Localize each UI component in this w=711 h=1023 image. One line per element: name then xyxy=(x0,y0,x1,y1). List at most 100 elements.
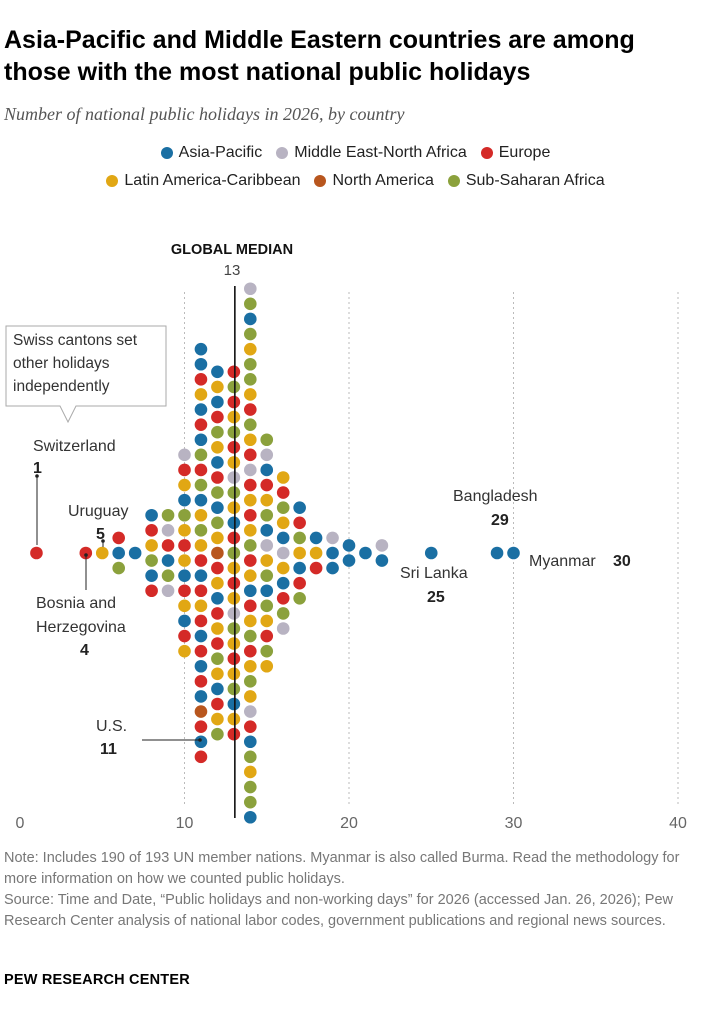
country-dot xyxy=(194,750,208,764)
source-text: Source: Time and Date, “Public holidays … xyxy=(4,892,673,929)
country-dot xyxy=(194,599,208,613)
country-dot xyxy=(276,576,290,590)
chart-title: Asia-Pacific and Middle Eastern countrie… xyxy=(4,26,635,86)
country-dot xyxy=(227,697,241,711)
country-dot xyxy=(260,463,274,477)
country-dot xyxy=(227,607,241,620)
country-dot xyxy=(194,584,208,598)
country-dot xyxy=(194,675,208,688)
country-dot xyxy=(244,282,257,296)
country-dot xyxy=(211,546,224,560)
x-tick-label: 30 xyxy=(505,815,523,832)
country-dot xyxy=(244,810,257,824)
country-dot xyxy=(178,508,191,522)
country-dot xyxy=(194,524,208,537)
annotation-bangladesh: Bangladesh 29 xyxy=(453,488,538,529)
country-dot xyxy=(194,388,208,401)
country-dot xyxy=(112,546,125,560)
country-dot xyxy=(178,539,191,552)
country-dot xyxy=(244,403,257,416)
legend-dot xyxy=(314,175,327,187)
annotation-name: Sri Lanka xyxy=(400,565,468,582)
legend-dot xyxy=(447,175,460,187)
country-dot xyxy=(326,531,339,545)
country-dot xyxy=(260,448,274,462)
country-dot xyxy=(244,388,257,401)
country-dot xyxy=(211,667,224,681)
country-dot xyxy=(244,735,257,749)
country-dot xyxy=(211,516,224,530)
country-dot xyxy=(375,539,389,552)
country-dot xyxy=(227,531,241,545)
country-dot xyxy=(276,531,290,545)
country-dot xyxy=(178,644,191,658)
country-dot xyxy=(161,508,175,522)
country-dot xyxy=(194,659,208,673)
country-dot xyxy=(178,599,191,613)
country-dot xyxy=(161,539,175,552)
country-dot xyxy=(178,629,191,643)
country-dot xyxy=(211,501,224,514)
annotation-value: 29 xyxy=(491,512,509,529)
country-dot xyxy=(244,780,257,794)
country-dot xyxy=(145,508,158,522)
country-dot xyxy=(194,478,208,492)
country-dot xyxy=(161,569,175,582)
country-dot xyxy=(227,380,241,394)
swiss-callout: Swiss cantons set other holidays indepen… xyxy=(5,325,167,424)
country-dot xyxy=(309,546,323,560)
legend-item-north-america: North America xyxy=(314,172,434,190)
country-dot xyxy=(227,727,241,741)
country-dot xyxy=(178,493,191,507)
country-dot xyxy=(342,539,356,552)
country-dot xyxy=(194,644,208,658)
country-dot xyxy=(276,622,290,635)
country-dot xyxy=(244,795,257,809)
country-dot xyxy=(194,433,208,447)
country-dot xyxy=(211,531,224,545)
annotation-name-line: Herzegovina xyxy=(36,619,126,636)
country-dot xyxy=(194,418,208,431)
country-dot xyxy=(260,554,274,567)
country-dot xyxy=(342,554,356,567)
annotation-value: 11 xyxy=(100,741,117,758)
annotation-name: Uruguay xyxy=(68,503,128,520)
x-tick-label: 40 xyxy=(669,815,687,832)
country-dot xyxy=(178,584,191,598)
annotation-value: 4 xyxy=(80,642,89,659)
country-dot xyxy=(194,508,208,522)
country-dot xyxy=(293,516,306,530)
country-dot xyxy=(244,312,257,326)
legend-dot xyxy=(160,147,173,159)
annotation-name-line: Bosnia and xyxy=(36,595,116,612)
country-dot xyxy=(194,569,208,582)
country-dot xyxy=(211,486,224,499)
legend-dot xyxy=(480,147,493,159)
legend-item-sub-saharan-africa: Sub-Saharan Africa xyxy=(447,172,605,190)
country-dot xyxy=(211,365,224,379)
country-dot xyxy=(260,614,274,628)
country-dot xyxy=(194,448,208,462)
country-dot xyxy=(95,546,109,560)
country-dot xyxy=(227,471,241,484)
country-dot xyxy=(227,456,241,469)
country-dot xyxy=(227,652,241,665)
country-dot xyxy=(260,659,274,673)
country-dot xyxy=(227,622,241,635)
country-dot xyxy=(260,478,274,492)
country-dot xyxy=(211,592,224,605)
country-dot xyxy=(260,584,274,598)
country-dot xyxy=(244,659,257,673)
annotation-sri-lanka: Sri Lanka 25 xyxy=(400,565,468,606)
country-dot xyxy=(293,546,306,560)
country-dot xyxy=(161,584,175,598)
country-dot xyxy=(211,456,224,469)
legend-row-2: Latin America-Caribbean North America Su… xyxy=(0,172,711,190)
country-dot xyxy=(194,705,208,718)
x-tick-label: 10 xyxy=(176,815,194,832)
legend-item-middle-east: Middle East-North Africa xyxy=(276,144,467,162)
country-dot xyxy=(276,546,290,560)
country-dot xyxy=(260,524,274,537)
country-dot xyxy=(260,508,274,522)
legend-label: Latin America-Caribbean xyxy=(124,172,301,189)
